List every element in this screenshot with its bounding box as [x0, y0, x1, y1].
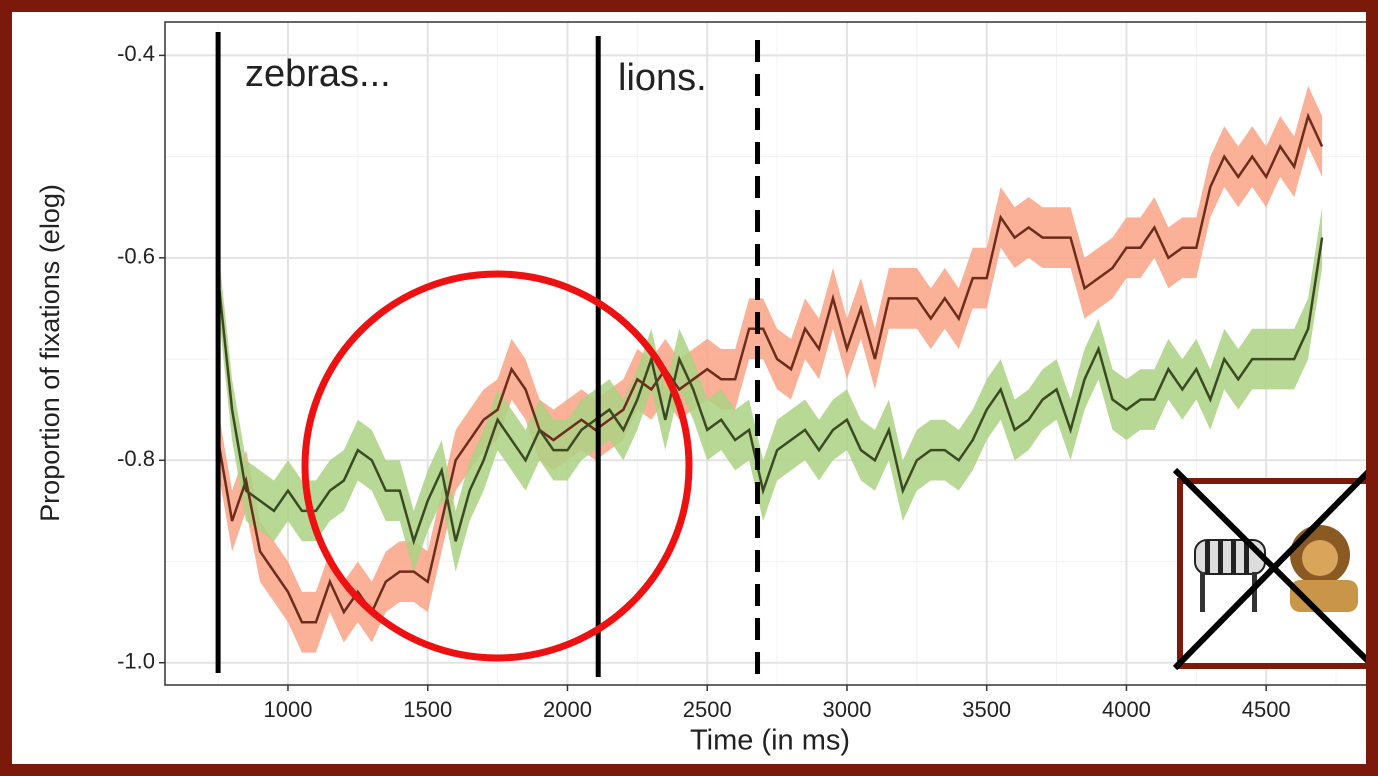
- x-tick-label: 3500: [962, 697, 1011, 722]
- annotation: lions.: [618, 57, 707, 99]
- chart: Time (in ms) Proportion of fixations (el…: [0, 0, 1378, 776]
- x-tick-label: 2500: [683, 697, 732, 722]
- x-tick-label: 2000: [543, 697, 592, 722]
- y-axis-label: Proportion of fixations (elog): [35, 184, 65, 522]
- x-tick-label: 1500: [403, 697, 452, 722]
- x-axis-label: Time (in ms): [690, 725, 850, 757]
- annotation: zebras...: [245, 53, 391, 95]
- x-tick-label: 3000: [822, 697, 871, 722]
- y-tick-label: -0.4: [117, 41, 155, 66]
- frame: Time (in ms) Proportion of fixations (el…: [0, 0, 1378, 776]
- x-tick-label: 1000: [264, 697, 313, 722]
- inset: [1175, 465, 1375, 668]
- y-tick-label: -0.6: [117, 244, 155, 269]
- x-tick-label: 4000: [1102, 697, 1151, 722]
- y-tick-label: -0.8: [117, 446, 155, 471]
- y-tick-label: -1.0: [117, 649, 155, 674]
- x-tick-label: 4500: [1242, 697, 1291, 722]
